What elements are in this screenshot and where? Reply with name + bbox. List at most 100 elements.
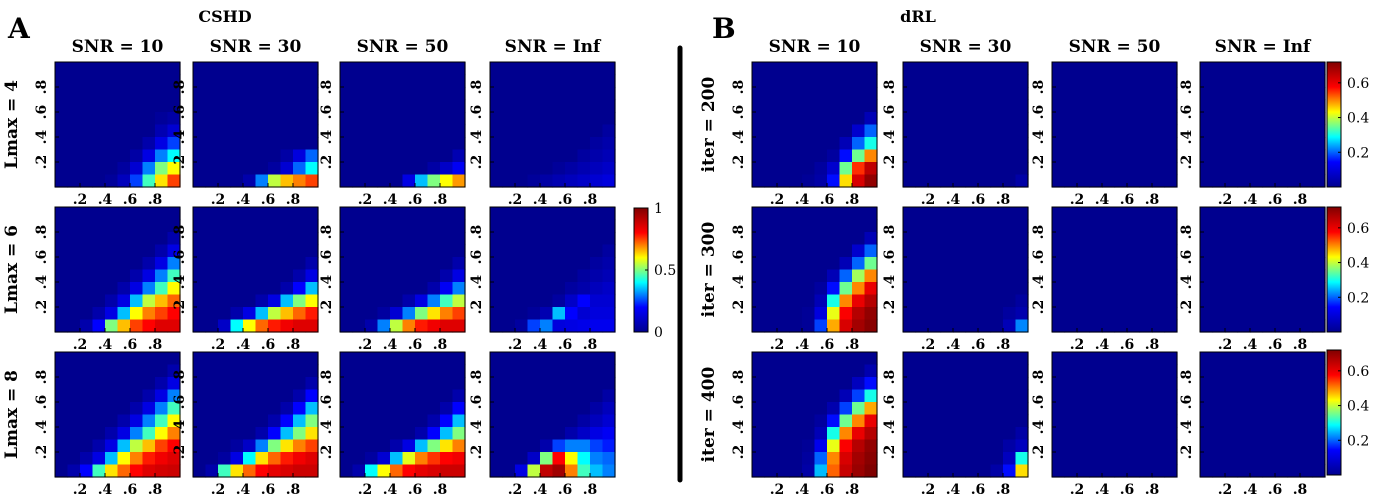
heat-cell	[427, 389, 441, 403]
heat-cell	[839, 74, 853, 88]
heat-cell	[218, 219, 232, 233]
heat-cell	[527, 207, 541, 221]
heat-cell	[130, 464, 144, 478]
heat-cell	[230, 99, 244, 113]
heat-cell	[80, 162, 94, 176]
heat-cell	[402, 87, 416, 101]
heat-cell	[1200, 402, 1214, 416]
heat-cell	[777, 464, 791, 478]
x-tick-label: .4	[1243, 482, 1258, 498]
heat-cell	[390, 149, 404, 163]
heat-cell	[377, 207, 391, 221]
y-tick-label: .2	[172, 155, 188, 170]
heat-cell	[452, 74, 466, 88]
heat-cell	[1052, 74, 1066, 88]
heat-cell	[205, 389, 219, 403]
heat-cell	[764, 377, 778, 391]
heat-cell	[415, 124, 429, 138]
heat-cell	[1200, 99, 1214, 113]
heat-cell	[305, 464, 319, 478]
y-tick-label: .8	[731, 225, 747, 240]
heat-cell	[230, 219, 244, 233]
heat-cell	[515, 439, 529, 453]
heat-cell	[1250, 452, 1264, 466]
heat-cell	[427, 207, 441, 221]
heat-cell	[452, 149, 466, 163]
heat-cell	[1052, 464, 1066, 478]
heat-cell	[590, 427, 604, 441]
heat-cell	[1127, 232, 1141, 246]
heat-cell	[928, 162, 942, 176]
heat-cell	[218, 74, 232, 88]
heat-cell	[130, 124, 144, 138]
heat-cell	[1139, 244, 1153, 258]
heat-cell	[527, 174, 541, 188]
heat-cell	[390, 174, 404, 188]
heat-cell	[1077, 207, 1091, 221]
heat-cell	[268, 244, 282, 258]
heat-cell	[390, 124, 404, 138]
x-tick-label: .4	[383, 482, 398, 498]
heat-cell	[452, 294, 466, 308]
heat-cell	[92, 269, 106, 283]
heat-cell	[789, 124, 803, 138]
heat-cell	[552, 307, 566, 321]
heat-cell	[602, 414, 616, 428]
heat-cell	[515, 149, 529, 163]
heat-cell	[602, 207, 616, 221]
heat-cell	[67, 364, 81, 378]
heat-cell	[990, 112, 1004, 126]
heat-cell	[340, 207, 354, 221]
heat-cell	[515, 162, 529, 176]
heat-cell	[839, 219, 853, 233]
heat-cell	[827, 257, 841, 271]
heat-cell	[1015, 174, 1029, 188]
heat-cell	[1212, 149, 1226, 163]
heat-cell	[1212, 162, 1226, 176]
heat-cell	[1114, 112, 1128, 126]
heat-cell	[1089, 137, 1103, 151]
heat-cell	[839, 162, 853, 176]
heat-cell	[92, 124, 106, 138]
heat-cell	[1212, 464, 1226, 478]
heat-cell	[1237, 174, 1251, 188]
heat-cell	[915, 352, 929, 366]
x-tick-label: .2	[1218, 192, 1233, 208]
heat-cell	[402, 244, 416, 258]
x-tick-label: .8	[845, 192, 860, 208]
heat-cell	[1237, 232, 1251, 246]
heat-cell	[255, 319, 269, 333]
heat-cell	[953, 427, 967, 441]
heat-cell	[827, 219, 841, 233]
heat-cell	[1139, 307, 1153, 321]
heat-cell	[1200, 364, 1214, 378]
heat-cell	[193, 244, 207, 258]
y-tick-label: .6	[882, 395, 898, 410]
heat-cell	[67, 257, 81, 271]
heat-cell	[764, 219, 778, 233]
heat-cell	[1300, 364, 1314, 378]
heat-cell	[105, 427, 119, 441]
heat-cell	[427, 162, 441, 176]
heat-cell	[1114, 124, 1128, 138]
heat-cell	[1164, 294, 1178, 308]
heat-cell	[965, 377, 979, 391]
heat-cell	[903, 389, 917, 403]
heat-cell	[552, 402, 566, 416]
heat-cell	[1225, 464, 1239, 478]
heat-cell	[1262, 112, 1276, 126]
heat-cell	[427, 62, 441, 76]
heat-cell	[67, 427, 81, 441]
heat-cell	[590, 402, 604, 416]
heat-cell	[852, 207, 866, 221]
heat-cell	[1003, 464, 1017, 478]
heat-cell	[452, 124, 466, 138]
heat-cell	[293, 427, 307, 441]
heat-cell	[440, 74, 454, 88]
x-tick-label: .2	[508, 337, 523, 353]
heat-cell	[565, 294, 579, 308]
heat-cell	[415, 402, 429, 416]
heat-cell	[67, 269, 81, 283]
heat-cell	[1212, 244, 1226, 258]
heat-cell	[293, 219, 307, 233]
